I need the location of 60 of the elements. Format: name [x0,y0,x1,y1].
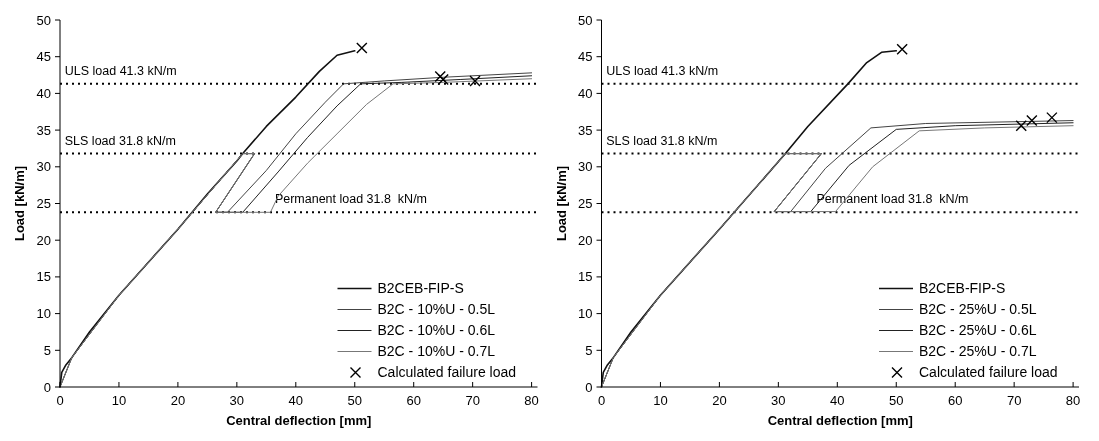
y-tick-label: 25 [36,196,51,212]
x-tick-label: 30 [229,393,245,408]
x-tick-label: 70 [1006,393,1022,408]
x-tick-label: 60 [947,393,963,408]
legend-label: B2C - 25%U - 0.7L [919,343,1037,360]
y-tick-label: 30 [36,159,51,175]
y-tick-label: 50 [36,12,51,28]
y-tick-label: 45 [578,49,593,65]
y-tick-label: 10 [36,306,51,322]
y-tick-label: 20 [578,232,593,248]
x-tick-label: 0 [597,393,606,408]
x-tick-label: 20 [170,393,186,408]
y-tick-label: 5 [43,342,51,358]
y-tick-label: 30 [578,159,593,175]
x-tick-label: 40 [830,393,845,408]
y-tick-label: 35 [578,122,593,138]
legend-label: B2CEB-FIP-S [377,280,464,297]
x-tick-label: 60 [406,393,421,408]
x-tick-label: 50 [889,393,904,408]
ref-line-label: ULS load 41.3 kN/m [606,63,719,78]
y-axis-title: Load [kN/m] [12,165,27,242]
y-tick-label: 0 [585,379,593,395]
x-tick-label: 10 [653,393,668,408]
y-tick-label: 35 [36,122,51,138]
legend-label: B2C - 10%U - 0.6L [377,322,496,339]
x-tick-label: 40 [288,393,304,408]
ref-line-label: Permanent load 31.8 kN/m [816,192,969,207]
y-tick-label: 50 [578,12,593,28]
y-axis-title: Load [kN/m] [553,165,569,242]
y-tick-label: 20 [36,232,51,248]
x-axis-title: Central deflection [mm] [226,413,372,428]
x-tick-label: 30 [771,393,786,408]
ref-line-label: SLS load 31.8 kN/m [606,133,718,148]
x-tick-label: 0 [56,393,64,408]
y-tick-label: 25 [578,196,593,212]
y-tick-label: 0 [43,379,51,395]
x-tick-label: 70 [465,393,480,408]
y-tick-label: 45 [36,49,51,65]
y-tick-label: 15 [578,269,593,285]
legend-label: B2C - 25%U - 0.5L [919,301,1037,318]
ref-line-label: ULS load 41.3 kN/m [64,63,177,78]
y-tick-label: 40 [578,85,593,101]
x-tick-label: 80 [524,393,539,408]
ref-line-label: Permanent load 31.8 kN/m [274,192,428,207]
x-tick-label: 80 [1065,393,1081,408]
y-tick-label: 10 [578,306,593,322]
legend-label: B2CEB-FIP-S [919,280,1006,297]
legend-label: B2C - 25%U - 0.6L [919,322,1037,339]
x-axis-title: Central deflection [mm] [767,413,913,428]
y-tick-label: 40 [36,85,51,101]
legend-label: B2C - 10%U - 0.7L [377,343,496,360]
y-tick-label: 5 [585,342,593,358]
legend-label: Calculated failure load [377,364,517,381]
y-tick-label: 15 [36,269,51,285]
legend-label: Calculated failure load [919,364,1058,381]
x-tick-label: 20 [712,393,727,408]
x-tick-label: 50 [347,393,362,408]
ref-line-label: SLS load 31.8 kN/m [64,133,176,148]
legend-label: B2C - 10%U - 0.5L [377,301,496,318]
x-tick-label: 10 [111,393,127,408]
